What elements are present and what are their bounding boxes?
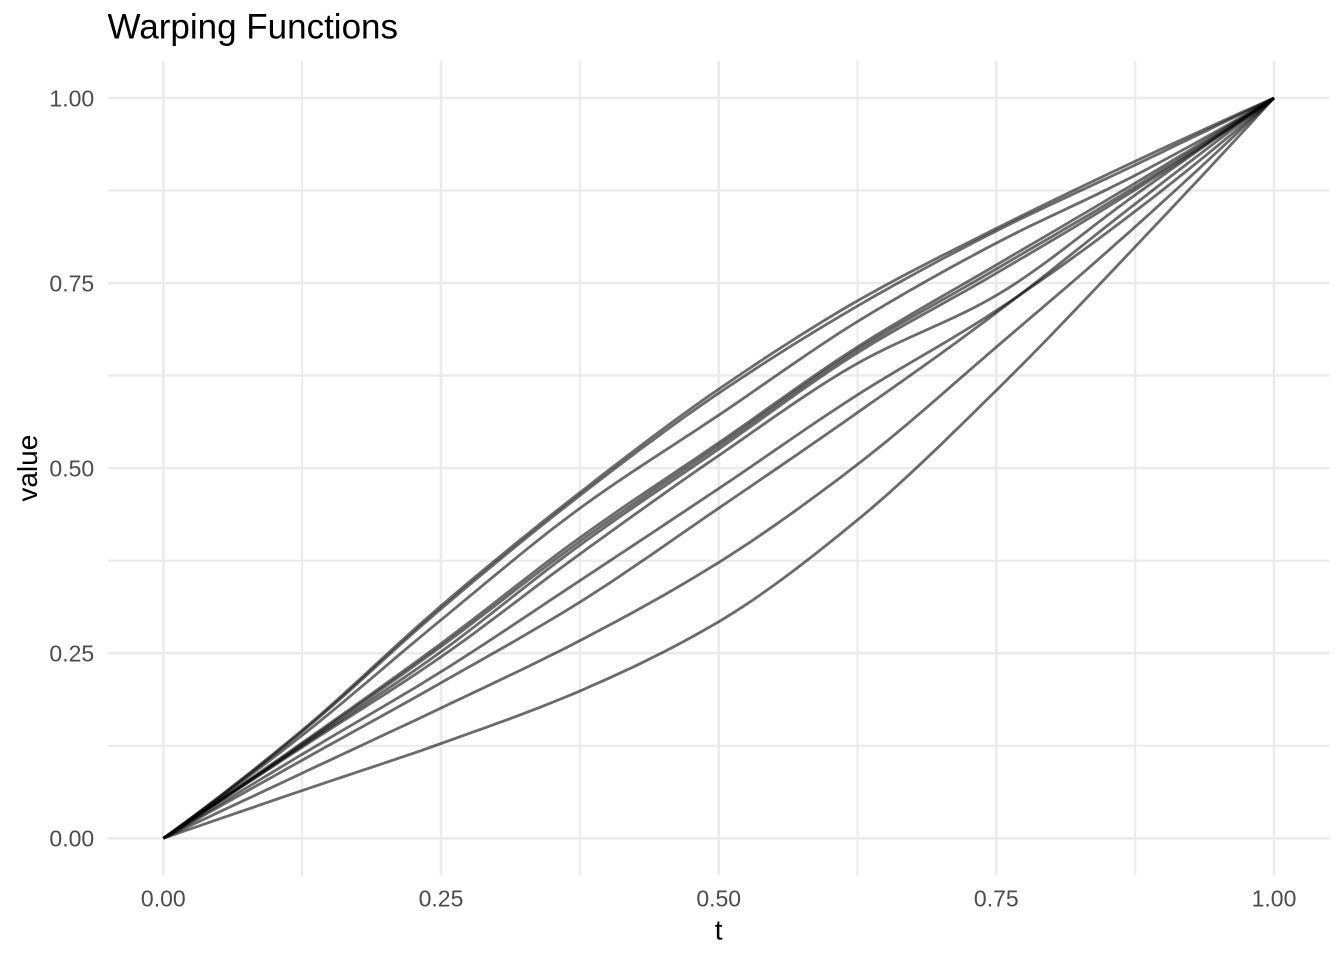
svg-text:t: t bbox=[715, 915, 723, 946]
svg-text:1.00: 1.00 bbox=[49, 85, 94, 111]
svg-text:1.00: 1.00 bbox=[1252, 886, 1297, 912]
svg-text:value: value bbox=[12, 435, 43, 502]
svg-text:0.25: 0.25 bbox=[419, 886, 464, 912]
svg-text:0.75: 0.75 bbox=[974, 886, 1019, 912]
svg-text:0.00: 0.00 bbox=[141, 886, 186, 912]
svg-text:0.25: 0.25 bbox=[49, 641, 94, 667]
svg-text:Warping Functions: Warping Functions bbox=[108, 8, 399, 47]
svg-text:0.75: 0.75 bbox=[49, 270, 94, 296]
svg-text:0.00: 0.00 bbox=[49, 826, 94, 852]
svg-text:0.50: 0.50 bbox=[49, 455, 94, 481]
svg-text:0.50: 0.50 bbox=[696, 886, 741, 912]
